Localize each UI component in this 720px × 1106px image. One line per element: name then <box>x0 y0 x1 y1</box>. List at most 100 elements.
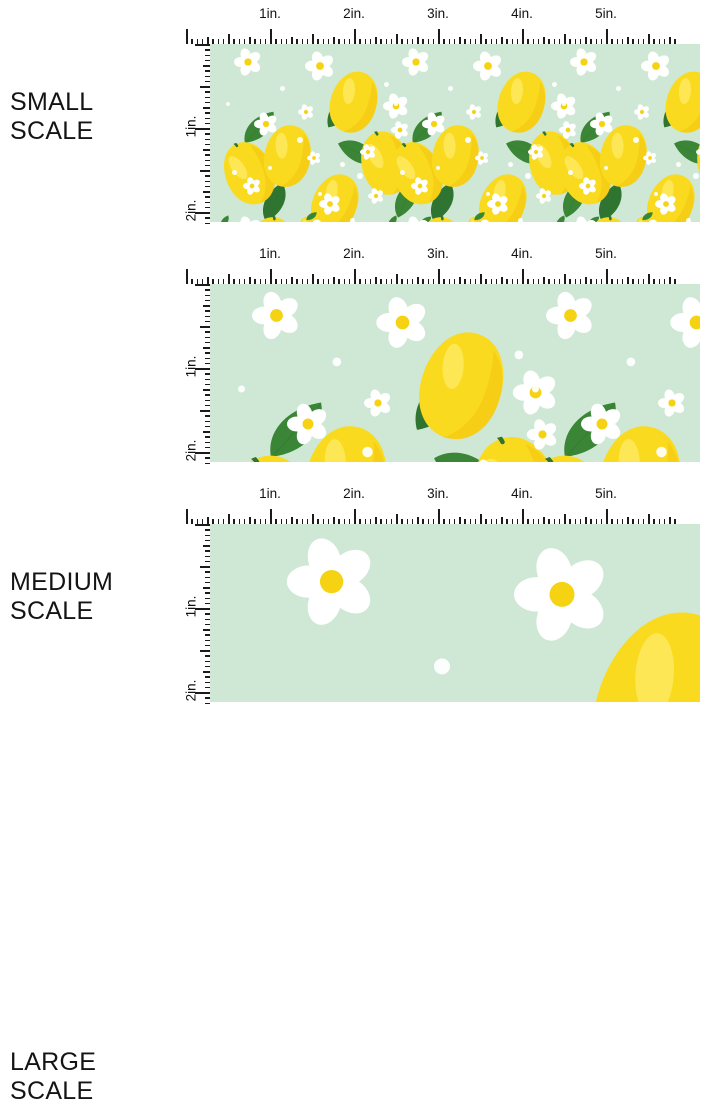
pattern-lemon <box>381 133 456 218</box>
ruler-tick <box>205 54 210 57</box>
scale-title-small: SMALL SCALE <box>10 88 160 146</box>
pattern-flower <box>252 291 301 349</box>
ruler-tick <box>621 39 624 44</box>
pattern-dot <box>331 356 341 366</box>
ruler-tick <box>205 550 210 552</box>
pattern-flower <box>383 93 409 124</box>
ruler-tick <box>627 516 629 524</box>
ruler-tick <box>343 39 346 44</box>
ruler-tick <box>417 516 419 524</box>
ruler-tick <box>306 39 309 44</box>
ruler-tick <box>205 133 210 135</box>
pattern-dot <box>268 166 272 170</box>
pattern-mini-lemon <box>296 212 317 222</box>
ruler-tick <box>663 39 666 44</box>
ruler-tick <box>205 634 210 636</box>
ruler-tick <box>195 212 210 214</box>
ruler-tick <box>205 373 210 375</box>
pattern-lemon <box>655 64 700 145</box>
ruler-tick <box>205 175 210 177</box>
ruler-tick <box>205 602 210 605</box>
ruler-tick <box>532 519 535 524</box>
pattern-dot <box>685 217 691 222</box>
pattern-dot <box>238 385 245 393</box>
ruler-tick <box>212 519 214 524</box>
ruler-tick <box>621 279 624 284</box>
pattern-flower <box>655 193 677 220</box>
ruler-tick <box>627 276 629 284</box>
scale-panel-medium: MEDIUM SCALE 1in. 2in. 3in. 4in. 5in. 1in. 2in. <box>0 240 720 625</box>
ruler-tick <box>537 519 540 524</box>
ruler-tick <box>186 269 188 284</box>
ruler-tick <box>459 516 461 524</box>
ruler-tick <box>569 39 571 44</box>
ruler-tick <box>205 555 210 558</box>
ruler-tick <box>205 299 210 302</box>
ruler-label-vertical: 2in. <box>183 439 199 462</box>
ruler-tick <box>474 519 477 524</box>
pattern-lemon <box>319 64 388 145</box>
ruler-tick <box>390 519 393 524</box>
ruler-tick <box>674 39 676 44</box>
ruler-label-vertical: 1in. <box>183 115 199 138</box>
ruler-label-horizontal: 3in. <box>427 246 449 261</box>
pattern-dot <box>633 137 639 143</box>
ruler-tick <box>200 170 210 172</box>
ruler-tick <box>453 519 456 524</box>
ruler-tick <box>648 274 650 284</box>
pattern-dot <box>693 173 699 179</box>
ruler-tick <box>600 39 603 44</box>
ruler-tick <box>205 117 210 120</box>
ruler-tick <box>200 650 210 652</box>
ruler-tick <box>558 519 561 524</box>
ruler-tick <box>417 36 419 44</box>
ruler-tick <box>553 279 556 284</box>
ruler-tick <box>595 279 598 284</box>
ruler-tick <box>432 39 435 44</box>
pattern-leaf <box>252 179 301 222</box>
ruler-tick <box>202 587 210 589</box>
pattern-flower <box>305 219 335 222</box>
ruler-tick <box>621 519 624 524</box>
ruler-tick <box>485 279 487 284</box>
pattern-lemon <box>557 588 700 702</box>
ruler-label-horizontal: 5in. <box>595 246 617 261</box>
pattern-flower <box>364 389 392 426</box>
ruler-tick <box>291 36 293 44</box>
scale-title-line-1: LARGE <box>10 1048 97 1076</box>
ruler-tick <box>422 519 424 524</box>
ruler-tick <box>200 86 210 88</box>
pattern-dot <box>551 81 557 87</box>
ruler-tick <box>205 59 210 62</box>
ruler-label-horizontal: 1in. <box>259 486 281 501</box>
ruler-tick <box>600 279 603 284</box>
ruler-tick <box>275 39 277 44</box>
ruler-tick <box>569 519 571 524</box>
ruler-tick <box>202 389 210 391</box>
pattern-flower <box>234 216 262 222</box>
ruler-tick <box>579 39 582 44</box>
ruler-tick <box>674 519 676 524</box>
ruler-tick <box>243 279 246 284</box>
ruler-tick <box>564 514 566 524</box>
ruler-tick <box>490 519 493 524</box>
pattern-dot <box>339 161 345 167</box>
ruler-tick <box>312 514 314 524</box>
ruler-tick <box>205 101 210 104</box>
ruler-tick <box>417 276 419 284</box>
fabric-swatch-small: 1in. 2in. 3in. 4in. 5in. 1in. 2in. <box>178 0 708 240</box>
ruler-tick <box>574 519 577 524</box>
ruler-tick <box>548 279 550 284</box>
scale-panel-large: LARGE SCALE 1in. 2in. 3in. 4in. 5in. 1in. 2in. <box>0 480 720 1105</box>
ruler-tick <box>207 516 209 524</box>
ruler-tick <box>375 36 377 44</box>
ruler-tick <box>249 36 251 44</box>
ruler-tick <box>611 39 613 44</box>
ruler-tick <box>364 519 367 524</box>
ruler-tick <box>280 519 283 524</box>
ruler-tick <box>205 315 210 318</box>
ruler-tick <box>532 39 535 44</box>
ruler-tick <box>264 39 267 44</box>
ruler-tick <box>205 138 210 141</box>
ruler-tick <box>322 279 325 284</box>
